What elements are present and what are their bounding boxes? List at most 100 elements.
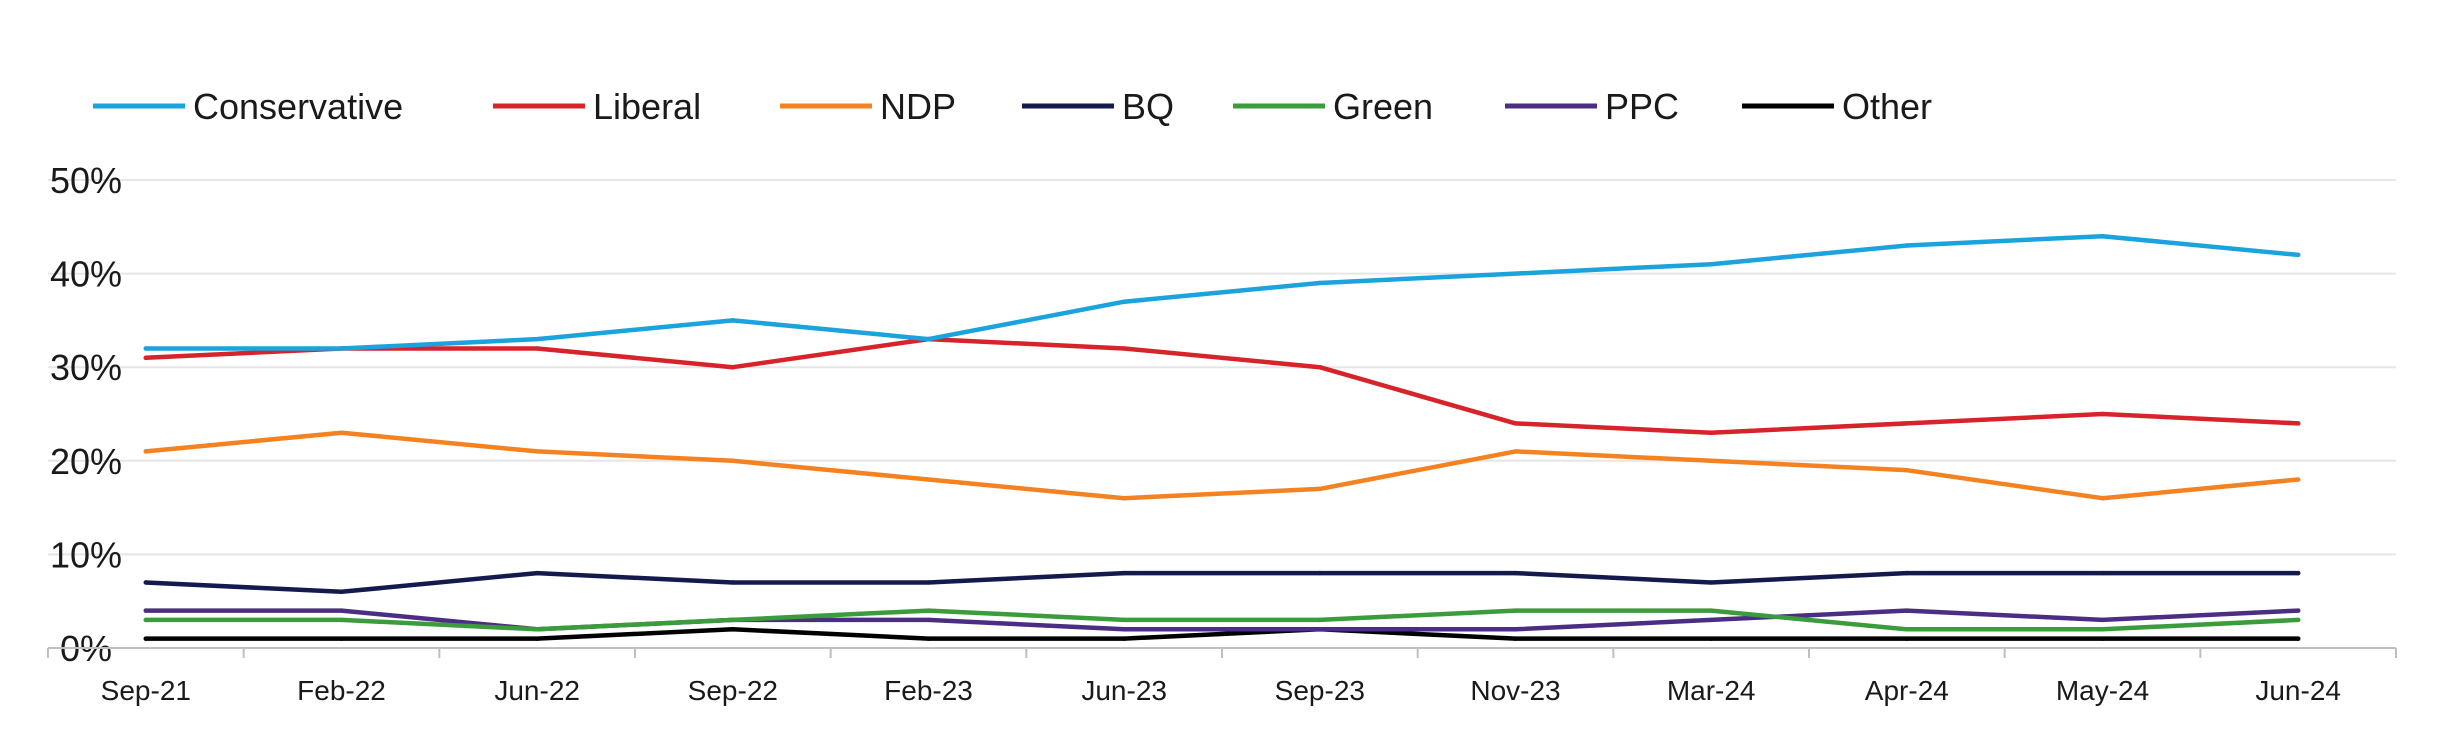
data-point [1121,299,1127,304]
legend-item-other: Other [1742,86,1932,127]
legend-item-conservative: Conservative [93,86,403,127]
data-point [926,336,931,342]
data-point [1513,627,1518,632]
legend-label: Green [1333,86,1433,127]
data-point [534,336,540,342]
data-point [1513,570,1518,576]
series-line-green [143,608,2301,632]
data-point [1317,570,1323,576]
data-point [730,458,736,463]
data-point [534,636,540,641]
series-liberal [143,336,2301,435]
y-tick-label: 50% [50,160,122,201]
data-point [926,636,931,641]
data-point [2100,636,2105,641]
data-point [2295,617,2301,623]
y-axis: 0%10%20%30%40%50% [50,160,122,669]
series-lines [143,233,2301,641]
data-point [2100,411,2105,417]
x-tick-label: Sep-22 [688,675,778,706]
data-point [534,570,540,576]
data-point [926,477,931,482]
data-point [143,636,149,641]
legend-label: NDP [880,86,956,127]
data-point [730,365,736,370]
data-point [730,627,736,632]
data-point [2295,608,2301,613]
legend: Conservative Liberal NDP BQ Green PPC Other [93,86,1932,127]
data-point [143,617,149,623]
data-point [1708,608,1714,613]
data-point [339,589,344,595]
data-point [2295,477,2301,482]
x-axis: Sep-21 Feb-22 Jun-22 Sep-22 Feb-23 Jun-23 Sep-… [47,647,2397,706]
data-point [926,608,931,613]
x-tick-label: Feb-22 [297,675,386,706]
data-point [339,346,344,351]
series-green [143,608,2301,632]
data-point [1121,570,1127,576]
data-point [2100,496,2105,501]
x-tick-label: Apr-24 [1865,675,1949,706]
data-point [2100,617,2105,623]
data-point [1121,627,1127,632]
series-bq [143,570,2301,595]
data-point [1513,271,1518,276]
series-conservative [143,233,2301,351]
x-tick-label: Nov-23 [1470,675,1560,706]
data-point [1904,467,1910,473]
y-tick-label: 40% [50,254,122,295]
data-point [2100,233,2105,239]
data-point [1904,570,1910,576]
data-point [1317,365,1323,370]
data-point [1513,636,1518,641]
legend-label: PPC [1605,86,1679,127]
legend-label: Liberal [593,86,701,127]
x-tick-label: Jun-24 [2255,675,2341,706]
data-point [1121,617,1127,623]
x-tick-label: Sep-23 [1275,675,1365,706]
data-point [534,449,540,454]
data-point [1708,430,1714,435]
data-point [143,449,149,454]
series-ndp [143,430,2301,501]
data-point [1708,617,1714,623]
data-point [1904,243,1910,248]
data-point [730,617,736,623]
y-tick-label: 30% [50,347,122,388]
data-point [1317,627,1323,632]
data-point [1904,608,1910,613]
data-point [339,636,344,641]
data-point [2295,252,2301,258]
data-point [339,608,344,613]
data-point [1708,580,1714,585]
data-point [143,580,149,585]
data-point [534,346,540,351]
data-point [1904,636,1910,641]
data-point [143,346,149,351]
data-point [339,430,344,435]
series-line-other [143,627,2301,641]
data-point [1121,496,1127,501]
data-point [1904,421,1910,426]
series-line-bq [143,570,2301,595]
data-point [143,608,149,613]
legend-item-liberal: Liberal [493,86,701,127]
data-point [730,580,736,585]
series-line-ndp [143,430,2301,501]
data-point [730,318,736,323]
data-point [1317,486,1323,492]
x-tick-label: Sep-21 [101,675,191,706]
data-point [2295,636,2301,641]
data-point [1708,458,1714,463]
x-tick-label: Jun-23 [1081,675,1167,706]
data-point [143,355,149,361]
legend-label: Other [1842,86,1932,127]
data-point [1904,627,1910,632]
y-tick-label: 10% [50,534,122,575]
data-point [926,617,931,623]
legend-item-green: Green [1233,86,1433,127]
data-point [339,617,344,623]
series-line-liberal [143,336,2301,435]
